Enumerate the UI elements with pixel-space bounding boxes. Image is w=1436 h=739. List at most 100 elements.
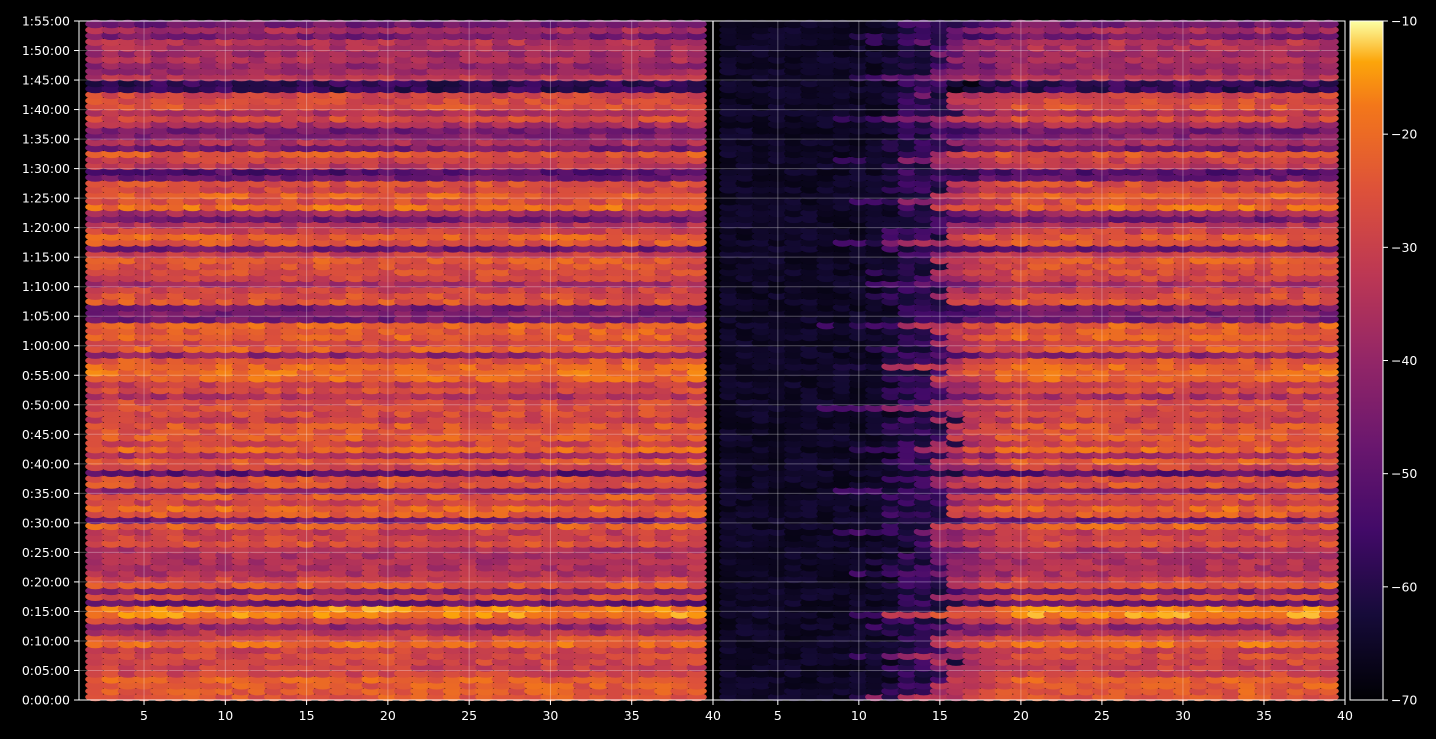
heatmap-cell	[361, 610, 382, 619]
heatmap-cell	[394, 639, 415, 649]
heatmap-cell	[101, 616, 122, 625]
heatmap-cell	[280, 556, 301, 566]
heatmap-cell	[312, 669, 333, 678]
heatmap-cell	[377, 545, 398, 554]
heatmap-cell	[133, 562, 155, 572]
heatmap-cell	[556, 675, 577, 684]
heatmap-cell	[491, 574, 512, 584]
heatmap-cell	[231, 492, 252, 501]
heatmap-cell	[199, 545, 220, 554]
heatmap-cell	[101, 486, 122, 495]
heatmap-cell	[556, 562, 577, 572]
heatmap-cell	[686, 527, 707, 536]
heatmap-cell	[329, 551, 350, 560]
heatmap-cell	[215, 692, 236, 702]
heatmap-cell	[377, 639, 398, 649]
heatmap-cell	[654, 592, 675, 601]
heatmap-cell	[85, 663, 106, 672]
heatmap-cell	[686, 509, 707, 519]
heatmap-cell	[670, 539, 691, 548]
heatmap-cell	[394, 680, 415, 690]
heatmap-cell	[621, 562, 642, 572]
heatmap-cell	[133, 686, 155, 696]
heatmap-cell	[329, 503, 350, 513]
heatmap-cell	[215, 521, 236, 531]
heatmap-cell	[215, 527, 236, 536]
heatmap-cell	[426, 539, 447, 548]
heatmap-cell	[507, 598, 528, 607]
heatmap-cell	[166, 633, 187, 643]
heatmap-cell	[280, 645, 301, 655]
heatmap-cell	[589, 621, 610, 631]
heatmap-cell	[361, 645, 382, 655]
heatmap-cell	[361, 686, 382, 696]
heatmap-cell	[654, 663, 675, 672]
heatmap-cell	[540, 580, 561, 590]
heatmap-cell	[361, 639, 382, 649]
heatmap-cell	[589, 497, 610, 507]
heatmap-cell	[377, 568, 398, 578]
heatmap-cell	[572, 586, 594, 596]
heatmap-cell	[475, 604, 496, 613]
heatmap-cell	[101, 503, 122, 513]
heatmap-cell	[182, 616, 203, 625]
heatmap-cell	[524, 492, 545, 501]
heatmap-cell	[540, 610, 561, 619]
heatmap-cell	[377, 486, 398, 495]
heatmap-cell	[182, 657, 203, 666]
heatmap-cell	[605, 610, 626, 619]
heatmap-cell	[605, 503, 626, 513]
heatmap-cell	[312, 680, 333, 690]
heatmap-cell	[312, 621, 333, 631]
heatmap-cell	[670, 568, 691, 578]
heatmap-cell	[280, 680, 301, 690]
heatmap-cell	[101, 669, 122, 678]
heatmap-cell	[133, 598, 155, 607]
heatmap-cell	[280, 592, 301, 601]
heatmap-cell	[231, 675, 252, 684]
heatmap-cell	[199, 580, 220, 590]
heatmap-cell	[637, 663, 659, 672]
heatmap-cell	[377, 692, 398, 702]
heatmap-cell	[410, 551, 431, 560]
heatmap-cell	[394, 645, 415, 655]
heatmap-cell	[133, 527, 155, 536]
heatmap-cell	[182, 574, 203, 584]
heatmap-cell	[133, 551, 155, 560]
heatmap-cell	[182, 651, 203, 660]
heatmap-cell	[605, 680, 626, 690]
heatmap-cell	[459, 610, 480, 619]
heatmap-cell	[605, 521, 626, 531]
heatmap-cell	[182, 527, 203, 536]
heatmap-cell	[459, 675, 480, 684]
heatmap-cell	[166, 692, 187, 702]
heatmap-cell	[459, 556, 480, 566]
heatmap-cell	[85, 539, 106, 548]
heatmap-cell	[426, 610, 447, 619]
heatmap-cell	[621, 621, 642, 631]
heatmap-cell	[475, 521, 496, 531]
heatmap-cell	[231, 515, 252, 525]
heatmap-cell	[101, 497, 122, 507]
heatmap-cell	[540, 545, 561, 554]
heatmap-cell	[133, 627, 155, 637]
heatmap-cell	[589, 586, 610, 596]
heatmap-cell	[133, 509, 155, 519]
heatmap-cell	[247, 639, 268, 649]
heatmap-cell	[459, 616, 480, 625]
heatmap-cell	[394, 515, 415, 525]
heatmap-cell	[572, 633, 594, 643]
heatmap-cell	[247, 645, 268, 655]
heatmap-cell	[133, 574, 155, 584]
heatmap-cell	[670, 680, 691, 690]
heatmap-cell	[247, 492, 268, 501]
heatmap-cell	[377, 627, 398, 637]
heatmap-cell	[686, 568, 707, 578]
heatmap-cell	[491, 657, 512, 666]
heatmap-cell	[670, 586, 691, 596]
heatmap-cell	[312, 663, 333, 672]
heatmap-cell	[524, 604, 545, 613]
heatmap-cell	[264, 645, 285, 655]
heatmap-cell	[166, 509, 187, 519]
heatmap-cell	[394, 657, 415, 666]
